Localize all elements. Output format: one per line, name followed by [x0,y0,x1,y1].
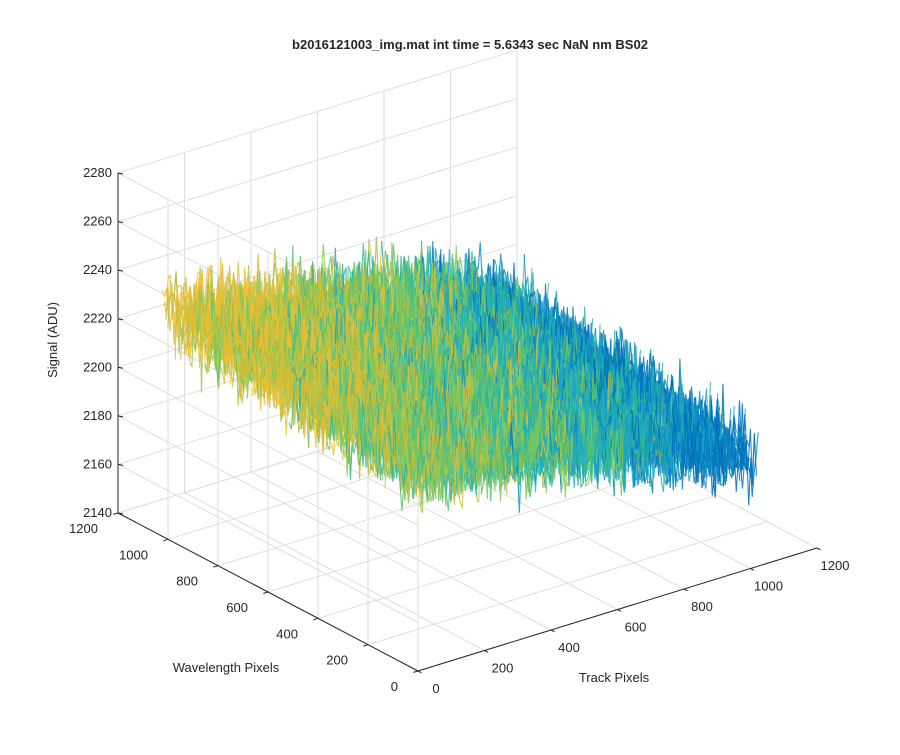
z-axis-label: Signal (ADU) [45,302,60,378]
z-tick-label: 2180 [83,408,112,423]
x-tick [817,548,821,550]
z-tick-label: 2160 [83,456,112,471]
z-tick-label: 2240 [83,262,112,277]
x-tick [751,569,755,571]
z-tick-label: 2260 [83,214,112,229]
y-tick [163,539,168,541]
y-tick [413,671,418,672]
z-tick-label: 2140 [83,505,112,520]
x-tick [418,671,422,673]
y-axis-label: Wavelength Pixels [173,660,280,675]
z-tick-label: 2200 [83,359,112,374]
y-tick [313,618,318,620]
x-tick-label: 400 [558,640,580,655]
y-tick [213,566,218,567]
z-tick-label: 2220 [83,311,112,326]
x-tick [485,651,489,653]
y-tick-label: 200 [326,653,348,668]
x-tick-label: 600 [625,620,647,635]
x-tick-label: 0 [432,681,439,696]
x-tick-label: 200 [492,661,514,676]
x-tick [618,610,622,612]
y-tick-label: 800 [176,574,198,589]
y-tick [363,645,368,646]
x-tick [684,589,688,591]
y-tick [263,592,268,593]
x-tick-label: 1000 [754,579,783,594]
y-tick-label: 0 [391,679,398,694]
x-axis-label: Track Pixels [579,670,650,685]
z-tick-label: 2280 [83,165,112,180]
x-tick [551,630,555,632]
y-tick [113,513,118,514]
surface-trace [756,432,758,455]
y-tick-label: 1200 [69,521,98,536]
grid-line [318,495,717,618]
y-tick-label: 1000 [119,547,148,562]
x-tick-label: 800 [691,599,713,614]
y-tick-label: 400 [276,626,298,641]
chart-title: b2016121003_img.mat int time = 5.6343 se… [292,37,648,52]
y-tick-label: 600 [226,600,248,615]
x-tick-label: 1200 [821,558,850,573]
grid-line [368,522,767,645]
